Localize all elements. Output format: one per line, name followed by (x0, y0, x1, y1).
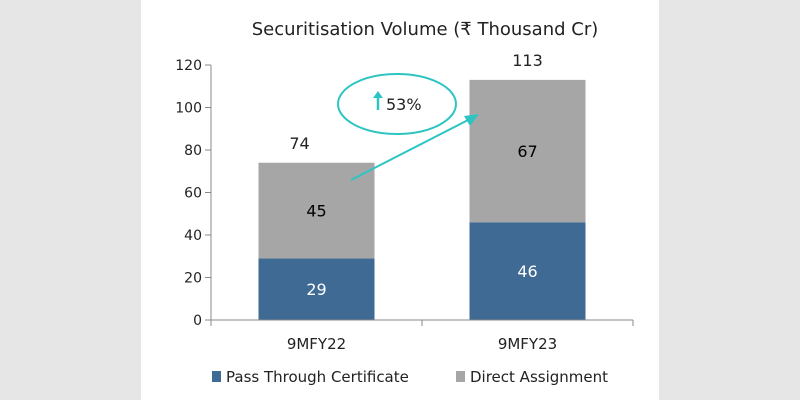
bar-segment (258, 258, 375, 320)
legend-swatch (456, 371, 465, 382)
bar-segment (469, 222, 586, 320)
x-axis: 9MFY22 9MFY23 (210, 319, 634, 353)
growth-arrow (350, 114, 479, 181)
y-tick-label: 20 (184, 271, 202, 287)
y-tick-label: 120 (175, 58, 202, 74)
y-axis: 0 20 40 60 80 100 120 (175, 58, 212, 329)
y-tick-label: 0 (193, 313, 202, 329)
x-tick-label: 9MFY22 (287, 335, 346, 353)
bars: 29 45 74 46 67 113 (258, 51, 586, 320)
up-arrow-icon (373, 91, 383, 110)
bar-segment (469, 79, 586, 223)
y-tick-label: 40 (184, 228, 202, 244)
y-tick-label: 60 (184, 186, 202, 202)
y-tick-label: 100 (175, 101, 202, 117)
legend-label: Pass Through Certificate (226, 368, 409, 386)
legend: Pass Through Certificate Direct Assignmen… (212, 368, 608, 386)
total-label: 113 (512, 51, 543, 70)
data-label: 67 (517, 142, 537, 161)
data-label: 46 (517, 262, 537, 281)
y-tick-label: 80 (184, 143, 202, 159)
annotation-circle (337, 73, 457, 135)
x-tick-label: 9MFY23 (498, 335, 557, 353)
data-label: 45 (306, 202, 326, 221)
chart-title: Securitisation Volume (₹ Thousand Cr) (252, 19, 599, 40)
total-label: 74 (289, 134, 309, 153)
data-label: 29 (306, 280, 326, 299)
legend-label: Direct Assignment (470, 368, 608, 386)
annotation-label: 53% (386, 95, 422, 114)
growth-annotation: 53% (337, 73, 479, 181)
legend-swatch (212, 371, 221, 382)
